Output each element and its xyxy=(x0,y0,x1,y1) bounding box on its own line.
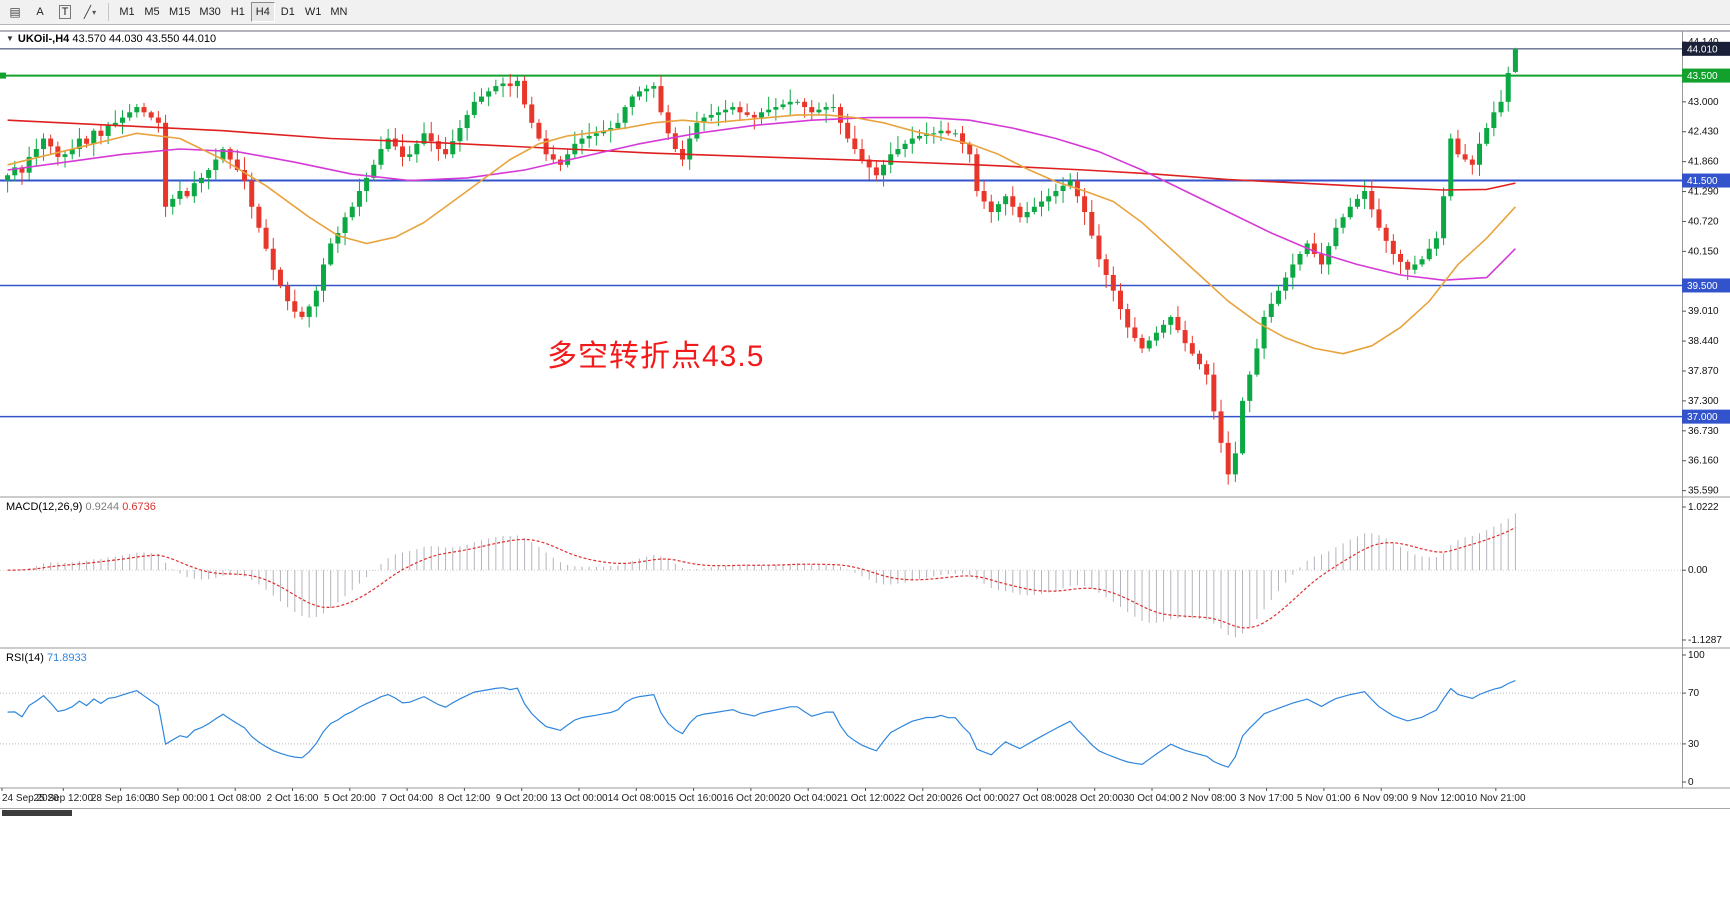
svg-text:36.160: 36.160 xyxy=(1688,456,1719,467)
chart-annotation[interactable]: 多空转折点43.5 xyxy=(547,340,765,373)
timeframe-button-h1[interactable]: H1 xyxy=(230,6,245,18)
macd-signal-value: 0.6736 xyxy=(122,501,156,513)
svg-text:35.590: 35.590 xyxy=(1688,486,1719,497)
svg-text:27 Oct 08:00: 27 Oct 08:00 xyxy=(1009,793,1067,804)
line-tool-icon: ╱ xyxy=(83,5,92,19)
macd-main-value: 0.9244 xyxy=(85,501,120,513)
svg-text:0.00: 0.00 xyxy=(1688,565,1708,576)
svg-text:40.150: 40.150 xyxy=(1688,246,1719,257)
svg-text:22 Oct 20:00: 22 Oct 20:00 xyxy=(894,793,952,804)
draw-tools-button[interactable]: ╱ ▾ xyxy=(78,2,102,22)
svg-text:37.000: 37.000 xyxy=(1687,412,1718,423)
svg-text:41.290: 41.290 xyxy=(1688,187,1719,198)
svg-text:37.870: 37.870 xyxy=(1688,366,1719,377)
text-tool-button[interactable]: T xyxy=(53,2,77,22)
svg-text:13 Oct 00:00: 13 Oct 00:00 xyxy=(550,793,608,804)
svg-text:44.010: 44.010 xyxy=(1687,44,1718,55)
svg-text:0: 0 xyxy=(1688,777,1694,788)
svg-text:9 Nov 12:00: 9 Nov 12:00 xyxy=(1412,793,1466,804)
svg-text:9 Oct 20:00: 9 Oct 20:00 xyxy=(496,793,548,804)
rsi-indicator-label: RSI(14) 71.8933 xyxy=(6,652,87,664)
label-a-button[interactable]: A xyxy=(28,2,52,22)
svg-text:38.440: 38.440 xyxy=(1688,336,1719,347)
svg-text:5 Nov 01:00: 5 Nov 01:00 xyxy=(1297,793,1351,804)
text-tool-icon: T xyxy=(58,5,72,19)
svg-text:7 Oct 04:00: 7 Oct 04:00 xyxy=(381,793,433,804)
svg-text:5 Oct 20:00: 5 Oct 20:00 xyxy=(324,793,376,804)
svg-text:20 Oct 04:00: 20 Oct 04:00 xyxy=(780,793,838,804)
svg-text:41.860: 41.860 xyxy=(1688,157,1719,168)
svg-text:6 Nov 09:00: 6 Nov 09:00 xyxy=(1354,793,1408,804)
ohlc-quote: 43.570 44.030 43.550 44.010 xyxy=(72,33,217,45)
svg-text:39.500: 39.500 xyxy=(1687,281,1718,292)
timeframe-button-mn[interactable]: MN xyxy=(330,6,348,18)
svg-text:42.430: 42.430 xyxy=(1688,127,1719,138)
chart-list-glyph: ▤ xyxy=(9,5,21,19)
svg-text:-1.1287: -1.1287 xyxy=(1688,635,1722,646)
rsi-label: RSI(14) xyxy=(6,652,44,664)
chart-canvas[interactable]: 44.14043.00042.43041.86041.29040.72040.1… xyxy=(0,25,1730,808)
timeframe-button-m15[interactable]: M15 xyxy=(169,6,191,18)
svg-text:2 Oct 16:00: 2 Oct 16:00 xyxy=(267,793,319,804)
timeframe-button-h4[interactable]: H4 xyxy=(250,2,275,22)
label-a-icon: A xyxy=(36,6,44,18)
svg-text:15 Oct 16:00: 15 Oct 16:00 xyxy=(665,793,723,804)
svg-text:43.000: 43.000 xyxy=(1688,97,1719,108)
macd-label: MACD(12,26,9) xyxy=(6,501,83,513)
toolbar-separator xyxy=(108,3,109,21)
svg-text:3 Nov 17:00: 3 Nov 17:00 xyxy=(1240,793,1294,804)
chart-svg[interactable]: 44.14043.00042.43041.86041.29040.72040.1… xyxy=(0,25,1730,808)
timeframe-button-m30[interactable]: M30 xyxy=(199,6,221,18)
svg-text:25 Sep 12:00: 25 Sep 12:00 xyxy=(34,793,94,804)
svg-text:24 Sep 2020: 24 Sep 2020 xyxy=(2,793,59,804)
svg-text:43.500: 43.500 xyxy=(1687,71,1718,82)
svg-text:37.300: 37.300 xyxy=(1688,396,1719,407)
horizontal-scrollbar-thumb[interactable] xyxy=(2,810,72,816)
svg-text:28 Oct 20:00: 28 Oct 20:00 xyxy=(1066,793,1124,804)
svg-text:40.720: 40.720 xyxy=(1688,216,1719,227)
timeframe-button-m5[interactable]: M5 xyxy=(144,6,160,18)
svg-text:28 Sep 16:00: 28 Sep 16:00 xyxy=(91,793,151,804)
chart-list-icon[interactable]: ▤ xyxy=(3,2,27,22)
svg-text:8 Oct 12:00: 8 Oct 12:00 xyxy=(439,793,491,804)
svg-text:16 Oct 20:00: 16 Oct 20:00 xyxy=(722,793,780,804)
svg-text:30 Oct 04:00: 30 Oct 04:00 xyxy=(1123,793,1181,804)
svg-text:41.500: 41.500 xyxy=(1687,176,1718,187)
svg-text:10 Nov 21:00: 10 Nov 21:00 xyxy=(1466,793,1526,804)
svg-text:36.730: 36.730 xyxy=(1688,426,1719,437)
svg-text:70: 70 xyxy=(1688,688,1700,699)
svg-text:39.010: 39.010 xyxy=(1688,306,1719,317)
timeframe-button-d1[interactable]: D1 xyxy=(280,6,295,18)
svg-text:26 Oct 00:00: 26 Oct 00:00 xyxy=(951,793,1009,804)
macd-indicator-label: MACD(12,26,9) 0.9244 0.6736 xyxy=(6,501,156,513)
svg-text:1 Oct 08:00: 1 Oct 08:00 xyxy=(209,793,261,804)
timeframe-button-w1[interactable]: W1 xyxy=(304,6,322,18)
svg-text:2 Nov 08:00: 2 Nov 08:00 xyxy=(1182,793,1236,804)
collapse-caret-icon[interactable]: ▼ xyxy=(6,34,14,43)
svg-text:21 Oct 12:00: 21 Oct 12:00 xyxy=(837,793,895,804)
svg-text:30: 30 xyxy=(1688,739,1700,750)
symbol-title: UKOil-,H4 xyxy=(17,33,70,45)
svg-text:30 Sep 00:00: 30 Sep 00:00 xyxy=(148,793,208,804)
svg-text:14 Oct 08:00: 14 Oct 08:00 xyxy=(608,793,666,804)
dropdown-caret-icon: ▾ xyxy=(92,7,97,17)
svg-text:1.0222: 1.0222 xyxy=(1688,502,1719,513)
top-toolbar: ▤ A T ╱ ▾ M1 M5 M15 M30 H1 H4 D1 W1 MN xyxy=(0,0,1730,25)
timeframe-button-m1[interactable]: M1 xyxy=(119,6,135,18)
bottom-strip xyxy=(0,808,1730,898)
svg-text:100: 100 xyxy=(1688,650,1705,661)
chart-title: ▼ UKOil-,H4 43.570 44.030 43.550 44.010 xyxy=(6,33,216,45)
rsi-value: 71.8933 xyxy=(46,652,87,664)
